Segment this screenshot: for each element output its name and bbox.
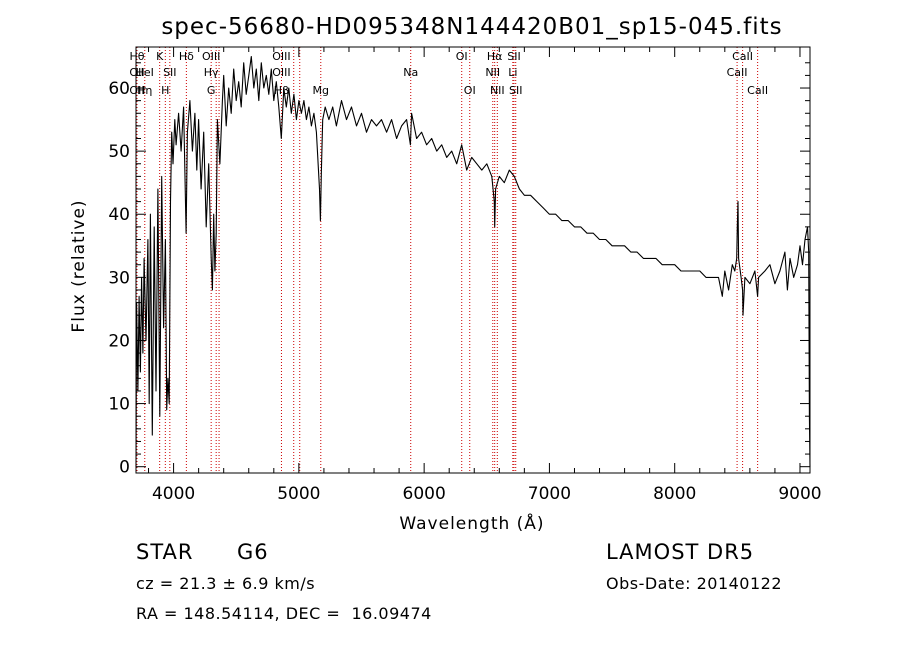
spectral-line-label: OII [129, 84, 144, 97]
y-axis-label: Flux (relative) [69, 199, 89, 332]
spectral-line-label: K [156, 50, 164, 63]
y-axis: 0 10 20 30 40 50 60 [108, 62, 810, 478]
object-class: STAR [136, 540, 194, 564]
y-tick-label: 0 [119, 458, 130, 478]
coordinates: RA = 148.54114, DEC = 16.09474 [136, 604, 432, 623]
spectral-line-label: SII [163, 66, 176, 79]
x-tick-label: 7000 [528, 484, 571, 504]
y-tick-label: 10 [108, 395, 130, 415]
y-tick-label: 40 [108, 205, 130, 225]
spectrum-line [135, 55, 811, 467]
spectral-line-label: SII [507, 50, 520, 63]
spectral-line-label: Li [508, 66, 517, 79]
x-tick-label: 9000 [778, 484, 821, 504]
spectral-line-label: Hγ [204, 66, 219, 79]
y-tick-label: 20 [108, 331, 130, 351]
x-tick-label: 6000 [403, 484, 446, 504]
spectral-line-label: H [161, 84, 169, 97]
spectral-line-label: OI [456, 50, 468, 63]
spectral-line-markers [136, 47, 759, 473]
spectral-line-label: Mg [313, 84, 329, 97]
y-tick-label: 30 [108, 268, 130, 288]
x-tick-label: 8000 [653, 484, 696, 504]
spectral-line-label: OIII [202, 50, 220, 63]
x-axis-label: Wavelength (Å) [399, 512, 544, 534]
spectral-line-label: Na [403, 66, 418, 79]
spectral-line-label: NII [490, 84, 505, 97]
spectrum-series [135, 55, 811, 467]
x-tick-label: 4000 [152, 484, 195, 504]
spectral-line-label: CaII [727, 66, 748, 79]
spectral-line-label: CaII [747, 84, 768, 97]
spectral-line-label: Hθ [129, 50, 144, 63]
plot-frame [135, 46, 811, 474]
spectral-line-label: HeI [136, 66, 154, 79]
y-tick-label: 60 [108, 79, 130, 99]
spectral-line-label: G [207, 84, 216, 97]
spectral-line-label: OI [464, 84, 476, 97]
redshift-velocity: cz = 21.3 ± 6.9 km/s [136, 574, 316, 593]
chart-title: spec-56680-HD095348N144420B01_sp15-045.f… [161, 14, 782, 40]
observation-date: Obs-Date: 20140122 [606, 574, 783, 593]
spectral-line-label: NII [485, 66, 500, 79]
spectral-line-label: CaII [732, 50, 753, 63]
survey-name: LAMOST DR5 [606, 540, 755, 564]
spectral-line-label: SII [509, 84, 522, 97]
spectral-line-label: Hα [487, 50, 503, 63]
x-tick-label: 5000 [277, 484, 320, 504]
spectral-line-label: Hη [137, 84, 152, 97]
spectrum-chart: spec-56680-HD095348N144420B01_sp15-045.f… [69, 14, 822, 534]
spectral-line-label: Hδ [179, 50, 194, 63]
object-subclass: G6 [237, 540, 269, 564]
x-axis: 4000 5000 6000 7000 8000 9000 [148, 47, 822, 504]
y-tick-label: 50 [108, 142, 130, 162]
spectral-line-label: OIII [272, 66, 290, 79]
spectral-line-label: OIII [272, 50, 290, 63]
